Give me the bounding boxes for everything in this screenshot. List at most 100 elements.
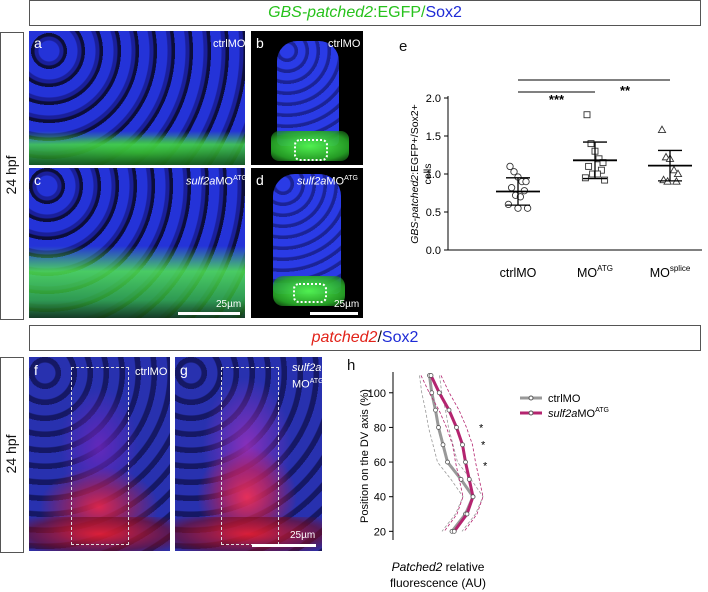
panel-label-d: sulf2aMOATG <box>297 175 358 188</box>
stage-label-top: 24 hpf <box>3 155 19 195</box>
series-point-h-1-7 <box>470 494 476 500</box>
title-sox2-bottom: Sox2 <box>381 329 419 346</box>
data-point-e-2-0 <box>657 125 667 133</box>
micrograph-a <box>29 31 245 165</box>
figure-title-top: GBS-patched2:EGFP/Sox2 <box>29 0 701 26</box>
panel-letter-a: a <box>34 35 42 51</box>
data-point-e-0-11 <box>514 204 522 212</box>
y-tick-label-e-4: 2.0 <box>426 93 441 105</box>
panel-letter-c: c <box>34 172 41 188</box>
significance-label-e-0: *** <box>549 92 565 107</box>
data-point-e-0-1 <box>510 168 518 176</box>
scale-label-c: 25µm <box>216 299 242 310</box>
panel-label-c: sulf2aMOATG <box>186 175 247 188</box>
side-label-box-top <box>0 32 24 320</box>
y-tick-label-e-2: 1.0 <box>426 169 441 181</box>
y-tick-label-e-3: 1.5 <box>426 131 441 143</box>
x-category-label-e-0: ctrlMO <box>500 266 537 280</box>
series-point-h-1-2 <box>446 407 452 413</box>
y-axis-label-h: Position on the DV axis (%) <box>359 389 371 523</box>
legend-label-h-1-mo: MO <box>577 408 595 420</box>
data-point-e-2-3 <box>669 165 679 174</box>
panel-letter-h: h <box>347 357 356 374</box>
data-point-e-0-4 <box>522 177 530 186</box>
legend-label-h-1: sulf2aMOATG <box>548 407 609 420</box>
panel-letter-f: f <box>34 362 38 378</box>
series-point-h-0-3 <box>436 425 441 430</box>
panel-letter-d: d <box>256 172 264 188</box>
panel-label-c-gene: sulf2a <box>186 175 216 188</box>
data-point-e-2-4 <box>673 169 683 178</box>
significance-star-h-1: * <box>481 440 486 452</box>
legend-marker-h-0 <box>528 395 534 401</box>
micrograph-d <box>251 168 363 318</box>
series-point-h-0-4 <box>440 442 446 448</box>
series-line-h-1 <box>429 374 475 533</box>
data-point-e-0-8 <box>516 193 525 201</box>
title-gene-bottom: patched2 <box>311 329 378 346</box>
dotted-roi-b <box>294 139 328 161</box>
scale-label-g: 25µm <box>290 530 316 541</box>
y-axis-label-e: GBS-patched2:EGFP+/Sox2+ <box>409 104 421 244</box>
y-tick-label-e-1: 0.5 <box>426 207 441 219</box>
dotted-roi-d <box>293 283 327 303</box>
x-label-h-gene: Patched2 <box>392 560 443 574</box>
micrograph-f <box>29 357 170 551</box>
series-point-h-1-5 <box>463 459 468 465</box>
panel-label-b: ctrlMO <box>328 38 361 50</box>
panel-label-c-sup: ATG <box>233 175 247 182</box>
x-axis-label-h: Patched2 relative <box>392 560 485 574</box>
panel-letter-g: g <box>180 362 188 378</box>
series-point-h-0-1 <box>429 390 435 396</box>
y-tick-label-e-0: 0.0 <box>426 245 441 257</box>
x-category-text-e-2: MO <box>650 266 670 280</box>
panel-label-g-mo: MO <box>292 378 310 391</box>
data-point-e-1-1 <box>587 140 595 148</box>
data-point-e-1-6 <box>597 166 605 174</box>
data-point-e-0-0 <box>506 162 514 171</box>
envelope-lower-h-1 <box>420 375 464 532</box>
panel-label-d-sup: ATG <box>344 175 358 182</box>
micrograph-c <box>29 168 245 318</box>
data-point-e-0-5 <box>507 184 516 192</box>
series-point-h-1-4 <box>460 442 465 448</box>
figure-title-bottom: patched2/Sox2 <box>29 325 701 351</box>
series-point-h-0-2 <box>433 407 438 413</box>
series-point-h-1-6 <box>466 476 472 482</box>
x-category-sup-e-1: ATG <box>597 264 613 273</box>
y-tick-label-h-4: 100 <box>368 388 386 400</box>
significance-star-h-0: * <box>479 422 484 434</box>
title-reporter: :EGFP/ <box>373 4 426 21</box>
x-label-h-rest: relative <box>442 560 484 574</box>
series-line-h-0 <box>428 375 475 533</box>
panel-label-d-gene: sulf2a <box>297 175 327 188</box>
data-point-e-1-3 <box>595 155 603 163</box>
significance-star-h-2: * <box>483 461 488 473</box>
data-point-e-1-9 <box>581 174 589 182</box>
y-tick-label-h-3: 80 <box>374 422 386 434</box>
legend-marker-h-1 <box>528 410 534 416</box>
envelope-upper-h-1 <box>440 375 484 532</box>
envelope-lower-h-0 <box>419 375 464 532</box>
significance-label-e-1: ** <box>620 83 631 98</box>
title-sox2: Sox2 <box>425 4 462 21</box>
y-label-e-rest: :EGFP+/Sox2+ <box>409 104 421 175</box>
data-point-e-1-0 <box>583 111 591 119</box>
panel-label-g-sup: ATG <box>309 378 324 385</box>
y-axis-label-e-line2: cells <box>422 163 434 184</box>
data-point-e-0-9 <box>504 200 513 209</box>
dv-roi-f <box>71 367 129 545</box>
panel-label-g: sulf2a MOATG <box>292 362 324 392</box>
x-category-sup-e-2: splice <box>670 264 691 273</box>
micrograph-g <box>175 357 322 551</box>
y-tick-label-h-1: 40 <box>374 492 386 504</box>
series-point-h-1-8 <box>464 511 470 517</box>
scale-bar-g <box>252 544 316 547</box>
x-category-text-e-0: ctrlMO <box>500 266 537 280</box>
x-axis-label-h-line2: fluorescence (AU) <box>390 576 486 590</box>
panel-label-d-mo: MO <box>326 175 345 188</box>
panel-label-f: ctrlMO <box>135 366 168 378</box>
y-label-e-gene: GBS-patched2 <box>409 175 421 244</box>
